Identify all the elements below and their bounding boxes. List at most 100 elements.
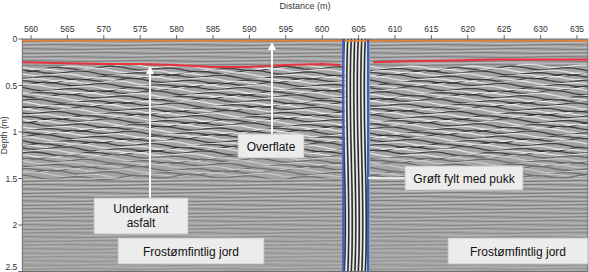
x-tick: [31, 35, 32, 39]
texture-line: [22, 118, 346, 123]
callout-box: [405, 166, 523, 190]
y-tick-label: 1: [13, 127, 18, 137]
x-tick: [103, 35, 104, 39]
x-tick: [540, 35, 541, 39]
texture-line: [22, 57, 346, 58]
y-tick: [18, 132, 22, 133]
texture-line: [370, 53, 588, 54]
surface-line: [22, 40, 588, 42]
x-tick-label: 560: [24, 24, 38, 34]
x-tick: [431, 35, 432, 39]
texture-line: [370, 193, 588, 194]
texture-line: [370, 237, 588, 238]
texture-line: [22, 181, 346, 182]
trench-edge-line: [367, 39, 369, 272]
texture-line: [370, 219, 588, 220]
x-tick: [395, 35, 396, 39]
texture-line: [370, 205, 588, 206]
x-tick: [213, 35, 214, 39]
texture-line: [22, 267, 346, 268]
texture-line: [22, 189, 346, 190]
x-tick-label: 625: [497, 24, 511, 34]
texture-line: [370, 213, 588, 214]
y-tick-label: 2: [13, 220, 18, 230]
x-axis-label: Distance (m): [280, 1, 331, 11]
plot-frame: [22, 39, 588, 272]
texture-line: [370, 235, 588, 236]
texture-line: [370, 215, 588, 216]
texture-line: [370, 227, 588, 228]
texture-line: [370, 199, 588, 200]
x-tick: [285, 35, 286, 39]
texture-line: [370, 57, 588, 58]
texture-line: [22, 193, 346, 194]
x-tick: [504, 35, 505, 39]
texture-line: [370, 229, 588, 230]
texture-line: [22, 179, 346, 180]
texture-line: [370, 191, 588, 192]
texture-line: [22, 195, 346, 196]
texture-line: [370, 221, 588, 222]
arrow-head: [268, 42, 276, 50]
x-tick-label: 590: [242, 24, 256, 34]
texture-line: [22, 55, 346, 56]
texture-line: [22, 80, 346, 85]
texture-line: [370, 47, 588, 48]
callout-text: Overflate: [247, 140, 296, 154]
series-group: [22, 39, 588, 272]
label-box: [118, 238, 264, 264]
trench-edge-line: [342, 39, 344, 272]
x-tick-label: 600: [315, 24, 329, 34]
texture-line: [370, 265, 588, 266]
region-label: Frostømfintlig jord: [470, 245, 566, 259]
texture-line: [370, 207, 588, 208]
texture-line: [370, 217, 588, 218]
x-tick-label: 610: [388, 24, 402, 34]
texture-line: [22, 49, 346, 50]
x-tick-label: 570: [97, 24, 111, 34]
texture-line: [370, 195, 588, 196]
x-tick: [176, 35, 177, 39]
x-tick: [249, 35, 250, 39]
y-tick-label: 0.5: [5, 81, 17, 91]
y-tick: [18, 178, 22, 179]
texture-line: [22, 47, 346, 48]
y-tick: [18, 85, 22, 86]
x-tick: [577, 35, 578, 39]
texture-line: [22, 265, 346, 266]
texture-line: [22, 187, 346, 188]
texture-line: [22, 183, 346, 184]
connector: [368, 177, 405, 179]
annotations: UnderkantasfaltOverflateGrøft fylt med p…: [94, 42, 588, 264]
texture-line: [22, 61, 346, 62]
x-tick: [467, 35, 468, 39]
x-tick-label: 630: [534, 24, 548, 34]
texture-line: [22, 43, 346, 44]
x-tick-label: 580: [170, 24, 184, 34]
texture-line: [22, 45, 346, 46]
texture-line: [22, 162, 346, 167]
callout-box: [94, 198, 188, 234]
texture-line: [22, 191, 346, 192]
texture-line: [370, 51, 588, 52]
x-tick: [67, 35, 68, 39]
arrow-head: [146, 66, 154, 74]
x-tick-label: 595: [279, 24, 293, 34]
figure: 5605655705755805855905956006056106156206…: [0, 0, 589, 272]
texture-line: [370, 49, 588, 50]
x-tick-label: 565: [60, 24, 74, 34]
y-tick: [18, 271, 22, 272]
asphalt-bottom-line: [22, 59, 588, 66]
callout-box: [238, 134, 304, 158]
x-tick-label: 575: [133, 24, 147, 34]
texture-line: [370, 63, 588, 64]
x-tick: [140, 35, 141, 39]
y-tick-label: 0: [13, 34, 18, 44]
texture-line: [22, 51, 346, 52]
y-axis-label: Depth (m): [0, 116, 9, 154]
callout-text: Grøft fylt med pukk: [413, 172, 515, 186]
texture-line: [370, 223, 588, 224]
arrow: [149, 71, 151, 198]
texture-line: [370, 65, 588, 66]
y-tick-label: 1.5: [5, 174, 17, 184]
